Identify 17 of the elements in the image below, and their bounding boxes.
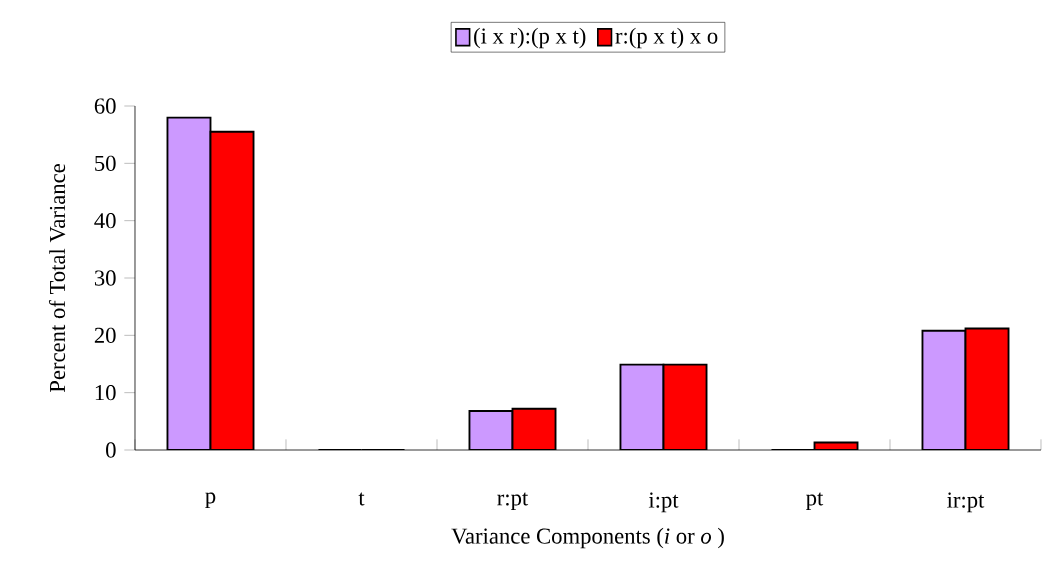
x-tick-label: p (205, 492, 216, 508)
y-tick-label: 20 (94, 327, 116, 343)
legend-label: (i x r):(p x t) (474, 27, 586, 49)
y-tick-label: 50 (95, 155, 116, 171)
y-tick-label: 40 (94, 213, 116, 229)
x-tick-label: r:pt (497, 492, 529, 511)
x-tick-label: ir:pt (947, 492, 985, 513)
y-tick-label: 30 (94, 270, 116, 286)
y-tick-label: 10 (95, 385, 116, 401)
x-tick-label: i:pt (648, 492, 679, 513)
y-tick-label: 60 (94, 98, 116, 114)
x-tick-label: pt (806, 492, 824, 511)
legend-label: r:(p x t) x o (615, 27, 718, 49)
y-tick-label: 0 (106, 442, 116, 458)
x-axis-title: Variance Components (i or o ) (451, 527, 724, 549)
y-axis-title: Percent of Total Variance (48, 164, 66, 393)
x-tick-label: t (358, 492, 365, 506)
